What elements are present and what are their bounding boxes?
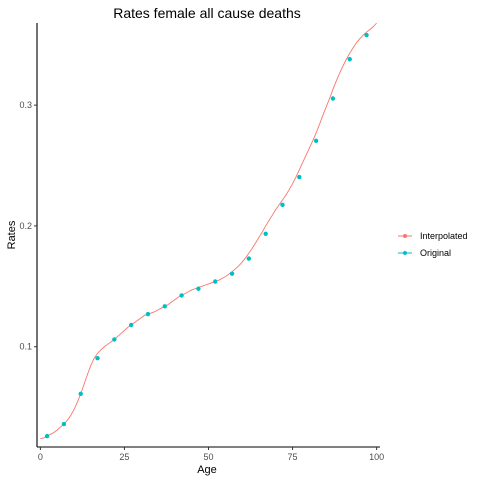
original-data-point (196, 286, 201, 291)
series-group (40, 22, 377, 439)
original-data-point (95, 356, 100, 361)
original-data-point (112, 337, 117, 342)
x-axis-title: Age (197, 464, 217, 476)
original-data-point (162, 304, 167, 309)
legend: Interpolated Original (398, 231, 468, 258)
original-data-point (78, 391, 83, 397)
original-data-point (280, 202, 285, 208)
y-axis-title: Rates (6, 220, 18, 249)
x-axis: 0 25 50 75 100 (37, 446, 384, 462)
original-data-point (213, 279, 218, 284)
x-tick-label: 50 (203, 452, 213, 462)
legend-item-interpolated: Interpolated (398, 231, 468, 241)
chart-title: Rates female all cause deaths (113, 5, 301, 21)
legend-key-point (403, 234, 407, 238)
x-tick-label: 0 (38, 452, 43, 462)
original-data-point (297, 174, 302, 180)
interpolated-series-line (40, 22, 377, 439)
original-data-point (263, 231, 268, 236)
x-tick-label: 75 (288, 452, 298, 462)
original-data-point (347, 57, 352, 62)
original-data-point (229, 271, 235, 276)
original-data-point (364, 32, 369, 38)
original-data-point (145, 311, 151, 317)
x-tick-label: 100 (369, 452, 384, 462)
y-tick-label: 0.1 (19, 342, 32, 352)
y-tick-label: 0.2 (19, 221, 32, 231)
legend-key-point (403, 251, 407, 255)
x-tick-label: 25 (119, 452, 129, 462)
original-data-point (61, 421, 67, 427)
y-tick-label: 0.3 (19, 100, 32, 110)
original-data-point (179, 293, 184, 298)
y-axis: 0.1 0.2 0.3 (19, 23, 38, 447)
legend-label: Interpolated (420, 231, 468, 241)
original-data-point (44, 433, 50, 439)
original-data-point (128, 322, 134, 328)
legend-label: Original (420, 248, 451, 258)
original-data-point (313, 138, 319, 143)
original-data-point (246, 256, 252, 261)
original-data-point (330, 96, 336, 101)
legend-item-original: Original (398, 248, 451, 258)
